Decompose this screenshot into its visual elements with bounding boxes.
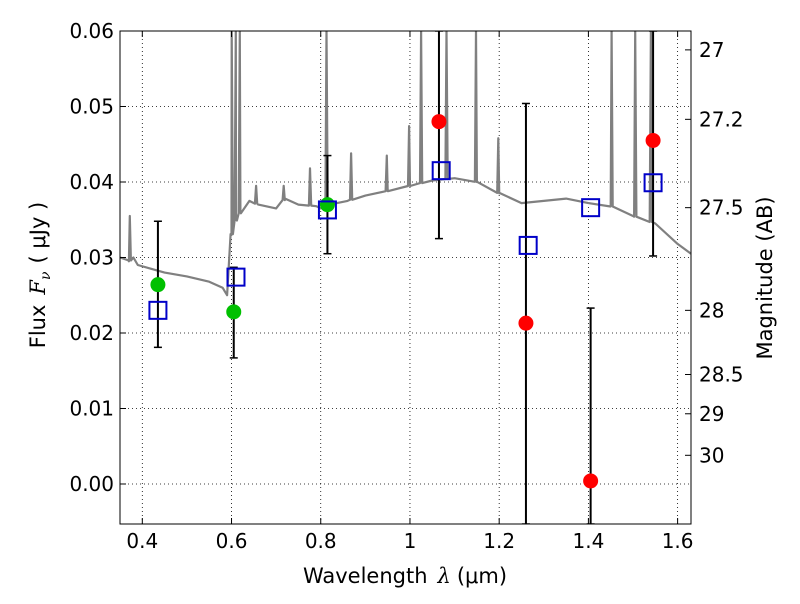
y-tick-label: 0.00 <box>69 472 114 496</box>
x-tick-label: 1.6 <box>662 529 694 553</box>
mag-tick-label: 29 <box>699 402 724 426</box>
data-point <box>518 315 534 331</box>
data-markers <box>148 114 663 489</box>
y-tick-label: 0.03 <box>69 245 114 269</box>
data-point <box>226 304 242 320</box>
y-axis-label: FluxFν( μJy ) <box>26 202 54 348</box>
model-photometry-point <box>317 200 337 220</box>
mag-tick-label: 27.2 <box>699 107 744 131</box>
model-photometry-point <box>643 173 663 193</box>
model-photometry-point <box>431 161 451 181</box>
plot-frame <box>119 30 692 525</box>
grid <box>120 30 691 524</box>
data-point <box>431 114 447 130</box>
x-tick-label: 1.4 <box>572 529 604 553</box>
mag-tick-label: 27.5 <box>699 196 744 220</box>
data-point <box>319 197 335 213</box>
x-axis-label: Wavelength λ (μm) <box>303 564 507 588</box>
model-spectrum <box>120 31 691 297</box>
x-tick-label: 1 <box>404 529 417 553</box>
spectrum-line <box>120 31 691 297</box>
x-tick-label: 0.4 <box>126 529 158 553</box>
y-tick-label: 0.02 <box>69 321 114 345</box>
y-tick-label: 0.06 <box>69 19 114 43</box>
model-photometry-point <box>226 267 246 287</box>
axis-ticks: 0.4 0.6 0.8 1 1.2 1.4 1.6 0.00 0.01 0.02 0.03 0.04 0… <box>69 19 743 553</box>
x-tick-label: 1.2 <box>483 529 515 553</box>
model-photometry-point <box>148 300 168 320</box>
model-photometry-point <box>518 235 538 255</box>
data-point <box>645 132 661 148</box>
model-photometry-point <box>581 198 601 218</box>
error-bars <box>153 31 658 524</box>
y-tick-label: 0.04 <box>69 170 114 194</box>
mag-tick-label: 30 <box>699 443 724 467</box>
x-tick-label: 0.8 <box>305 529 337 553</box>
mag-tick-label: 28.5 <box>699 363 744 387</box>
mag-tick-label: 27 <box>699 38 724 62</box>
y-tick-label: 0.01 <box>69 396 114 420</box>
y-tick-label: 0.05 <box>69 94 114 118</box>
data-point <box>583 473 599 489</box>
mag-tick-label: 28 <box>699 298 724 322</box>
right-axis-label: Magnitude (AB) <box>753 196 777 359</box>
data-point <box>150 277 166 293</box>
x-tick-label: 0.6 <box>216 529 248 553</box>
